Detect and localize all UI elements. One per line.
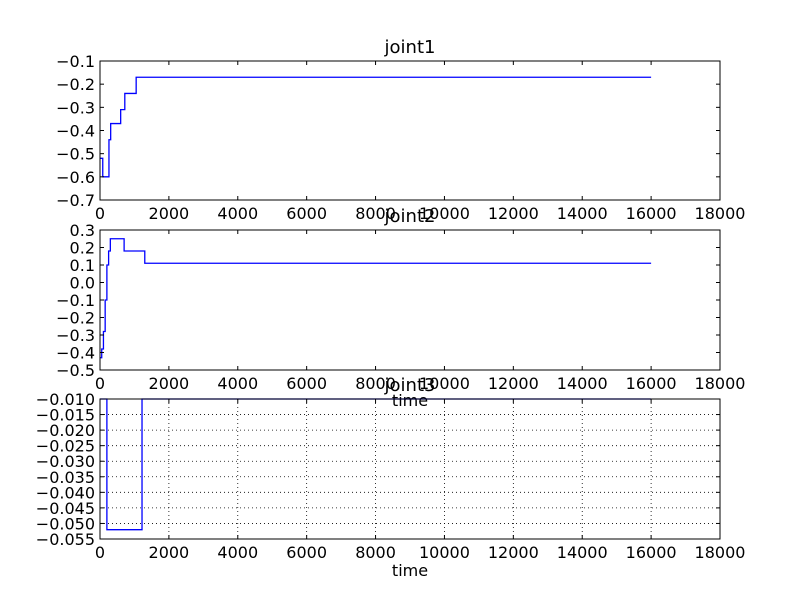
x-tick-label: 16000 xyxy=(626,204,677,223)
y-tick-label: −0.3 xyxy=(56,326,95,345)
y-tick-label: −0.025 xyxy=(36,437,95,456)
y-tick-label: −0.040 xyxy=(36,483,95,502)
subplot-title: joint3 xyxy=(384,375,436,396)
x-tick-label: 8000 xyxy=(355,374,396,393)
y-tick-label: −0.5 xyxy=(56,361,95,380)
y-tick-label: −0.055 xyxy=(36,530,95,549)
subplot-1: 0 2000 4000 6000 8000 10000 12000 14000 16000 180… xyxy=(56,37,745,223)
x-tick-label: 4000 xyxy=(217,374,258,393)
y-tick-label: −0.2 xyxy=(56,309,95,328)
x-tick-label: 14000 xyxy=(557,374,608,393)
x-tick-label: 0 xyxy=(95,543,105,562)
plot-frame xyxy=(99,60,721,201)
series-line xyxy=(100,398,652,531)
x-tick-label: 16000 xyxy=(626,374,677,393)
series-line xyxy=(100,76,652,178)
x-tick-label: 14000 xyxy=(557,204,608,223)
x-tick-label: 18000 xyxy=(695,543,746,562)
x-tick-label: 12000 xyxy=(488,204,539,223)
series-line xyxy=(100,238,652,359)
x-tick-label: 8000 xyxy=(355,204,396,223)
y-tick-label: 0.1 xyxy=(70,256,95,275)
x-tick-label: 16000 xyxy=(626,543,677,562)
x-tick-label: 12000 xyxy=(488,543,539,562)
plot-frame xyxy=(99,398,721,540)
y-tick-label: −0.2 xyxy=(56,75,95,94)
x-tick-label: 4000 xyxy=(217,204,258,223)
y-tick-label: −0.3 xyxy=(56,98,95,117)
x-tick-label: 8000 xyxy=(355,543,396,562)
subplot-3: 0 2000 4000 6000 8000 10000 12000 14000 16000 180… xyxy=(36,375,746,580)
y-tick-label: −0.010 xyxy=(36,390,95,409)
y-tick-label: −0.4 xyxy=(56,122,95,141)
y-tick-label: −0.020 xyxy=(36,421,95,440)
x-tick-label: 2000 xyxy=(149,204,190,223)
x-tick-label: 2000 xyxy=(149,374,190,393)
plot-frame xyxy=(99,229,721,371)
y-tick-label: −0.4 xyxy=(56,344,95,363)
y-tick-label: −0.035 xyxy=(36,468,95,487)
subplot-title: joint2 xyxy=(384,206,436,227)
y-tick-label: −0.1 xyxy=(56,291,95,310)
x-tick-label: 0 xyxy=(95,204,105,223)
x-tick-label: 6000 xyxy=(286,374,327,393)
y-tick-label: −0.6 xyxy=(56,168,95,187)
x-tick-label: 6000 xyxy=(286,543,327,562)
y-tick-label: −0.050 xyxy=(36,514,95,533)
y-tick-label: −0.015 xyxy=(36,406,95,425)
x-tick-label: 14000 xyxy=(557,543,608,562)
y-tick-label: 0.2 xyxy=(70,239,95,258)
x-tick-label: 0 xyxy=(95,374,105,393)
x-tick-label: 6000 xyxy=(286,204,327,223)
y-tick-label: 0.0 xyxy=(70,274,95,293)
x-axis-label: time xyxy=(392,561,428,580)
y-tick-label: −0.5 xyxy=(56,145,95,164)
x-axis-label: time xyxy=(392,391,428,410)
subplot-2: 0 2000 4000 6000 8000 10000 12000 14000 16000 180… xyxy=(56,206,745,410)
y-tick-label: −0.030 xyxy=(36,452,95,471)
y-tick-label: 0.3 xyxy=(70,221,95,240)
y-tick-label: −0.045 xyxy=(36,499,95,518)
x-tick-label: 10000 xyxy=(419,204,470,223)
y-tick-label: −0.1 xyxy=(56,52,95,71)
x-tick-label: 12000 xyxy=(488,374,539,393)
x-tick-label: 18000 xyxy=(695,374,746,393)
x-tick-label: 18000 xyxy=(695,204,746,223)
x-tick-label: 10000 xyxy=(419,543,470,562)
y-tick-label: −0.7 xyxy=(56,191,95,210)
x-tick-label: 2000 xyxy=(149,543,190,562)
subplot-title: joint1 xyxy=(384,37,436,58)
x-tick-label: 10000 xyxy=(419,374,470,393)
x-tick-label: 4000 xyxy=(217,543,258,562)
